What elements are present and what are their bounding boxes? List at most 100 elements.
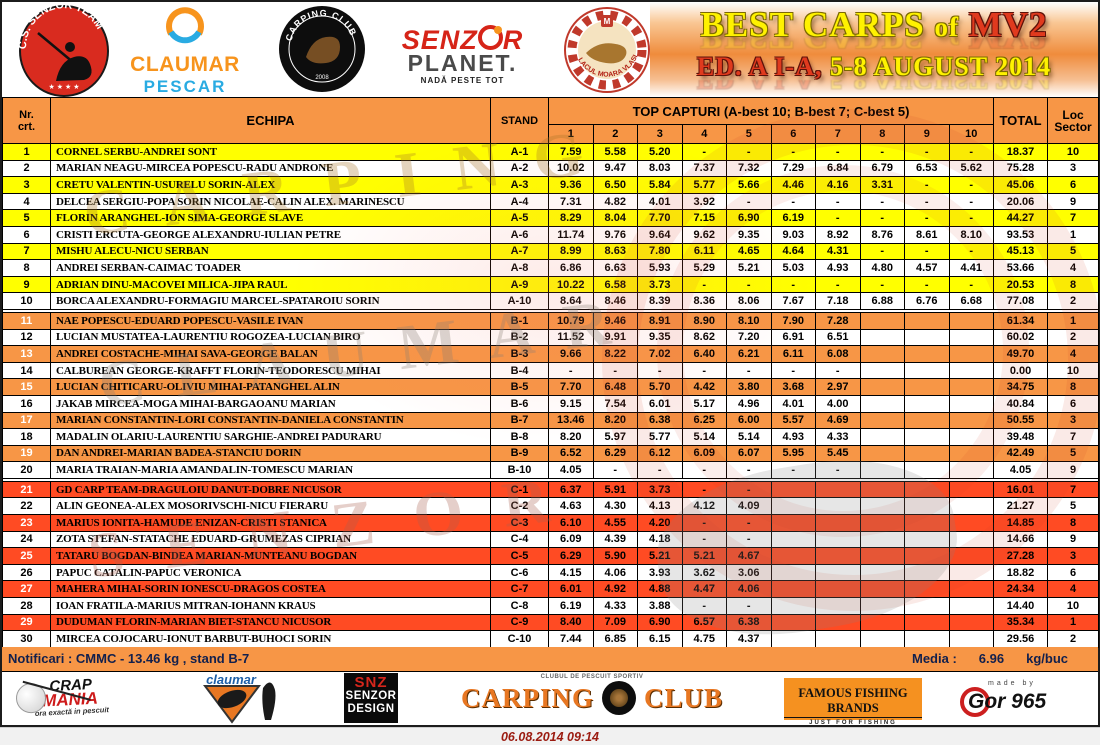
catch-value-cell: 7.31 <box>548 192 594 211</box>
catch-value-cell: - <box>726 143 772 161</box>
catch-value-cell: 2.97 <box>815 378 861 396</box>
total-cell: 61.34 <box>993 311 1049 330</box>
loc-sector-cell: 9 <box>1047 530 1100 549</box>
team-name-cell: MARIUS IONITA-HAMUDE ENIZAN-CRISTI STANI… <box>50 514 491 532</box>
catch-value-cell <box>948 514 995 532</box>
catch-value-cell: 9.35 <box>637 328 683 347</box>
catch-value-cell: 4.64 <box>770 242 816 261</box>
row-number-cell: 20 <box>2 461 51 479</box>
table-row: 29 DUDUMAN FLORIN-MARIAN BIET-STANCU NICU… <box>2 613 1100 632</box>
team-name-cell: ANDREI COSTACHE-MIHAI SAVA-GEORGE BALAN <box>50 345 491 363</box>
catch-value-cell: 8.62 <box>681 328 727 347</box>
catch-value-cell <box>770 580 816 599</box>
row-number-cell: 18 <box>2 428 51 446</box>
total-cell: 60.02 <box>993 328 1049 347</box>
catch-value-cell: 5.66 <box>726 176 772 194</box>
catch-value-cell <box>859 630 905 648</box>
total-cell: 16.01 <box>993 480 1049 499</box>
table-row: 24 ZOTA STEFAN-STATACHE EDUARD-GRUMEZAS C… <box>2 530 1100 549</box>
catch-value-cell <box>948 461 995 479</box>
senzor-team-logo-icon: C.S. SENZOR TEAM ★ ★ ★ ★ <box>18 5 109 97</box>
catch-value-cell: - <box>904 143 950 161</box>
catch-value-cell: - <box>904 192 950 211</box>
table-row: 27 MAHERA MIHAI-SORIN IONESCU-DRAGOS COST… <box>2 580 1100 599</box>
catch-value-cell: - <box>681 480 727 499</box>
catch-value-cell <box>948 480 995 499</box>
total-cell: 4.05 <box>993 461 1049 479</box>
catch-value-cell: - <box>726 361 772 380</box>
catch-value-cell <box>904 514 950 532</box>
stand-cell: C-1 <box>490 480 549 499</box>
catch-value-cell: 8.61 <box>904 225 950 244</box>
stand-cell: B-10 <box>490 461 549 479</box>
loc-sector-cell: 3 <box>1047 159 1100 178</box>
catch-value-cell: 6.12 <box>637 444 683 463</box>
loc-sector-cell: 6 <box>1047 394 1100 413</box>
catch-value-cell <box>904 613 950 632</box>
loc-sector-cell: 4 <box>1047 259 1100 277</box>
catch-value-cell: 11.74 <box>548 225 594 244</box>
table-row: 10 BORCA ALEXANDRU-FORMAGIU MARCEL-SPATAR… <box>2 292 1100 310</box>
catch-value-cell: 10.22 <box>548 275 594 294</box>
catch-value-cell <box>948 411 995 430</box>
catch-value-cell: 7.09 <box>592 613 638 632</box>
col-header-stand: STAND <box>490 97 549 144</box>
catch-value-cell: 4.92 <box>592 580 638 599</box>
sheet-frame: C.S. SENZOR TEAM ★ ★ ★ ★ CLAUMAR PESCAR … <box>0 0 1100 727</box>
catch-value-cell <box>948 580 995 599</box>
catch-value-cell: 6.85 <box>592 630 638 648</box>
loc-sector-cell: 7 <box>1047 209 1100 227</box>
catch-value-cell: 5.93 <box>637 259 683 277</box>
catch-value-cell: 9.36 <box>548 176 594 194</box>
snz-line2: SENZOR <box>345 690 397 702</box>
row-number-cell: 30 <box>2 630 51 648</box>
catch-value-cell <box>815 547 861 565</box>
catch-value-cell <box>904 530 950 549</box>
catch-value-cell: 8.06 <box>726 292 772 310</box>
loc-sector-cell: 6 <box>1047 563 1100 582</box>
catch-value-cell <box>904 345 950 363</box>
team-name-cell: MARIAN CONSTANTIN-LORI CONSTANTIN-DANIEL… <box>50 411 491 430</box>
stand-cell: B-5 <box>490 378 549 396</box>
stand-cell: A-2 <box>490 159 549 178</box>
catch-value-cell <box>948 613 995 632</box>
total-cell: 45.13 <box>993 242 1049 261</box>
catch-value-cell: 5.45 <box>815 444 861 463</box>
claumar-triangle-icon: claumar <box>203 672 276 724</box>
catch-value-cell: 6.01 <box>548 580 594 599</box>
catch-value-cell: - <box>770 143 816 161</box>
catch-value-cell <box>948 630 995 648</box>
catch-value-cell: - <box>904 242 950 261</box>
loc-sector-cell: 8 <box>1047 514 1100 532</box>
catch-value-cell: 6.29 <box>592 444 638 463</box>
col-header-total: TOTAL <box>993 97 1049 144</box>
catch-value-cell <box>904 563 950 582</box>
row-number-cell: 19 <box>2 444 51 463</box>
row-number-cell: 25 <box>2 547 51 565</box>
claumar-ring-icon <box>166 7 204 44</box>
stand-cell: A-5 <box>490 209 549 227</box>
senzor-planet-logo: SENZ R PLANET. NADĂ PESTE TOT <box>395 24 530 85</box>
total-cell: 39.48 <box>993 428 1049 446</box>
catch-value-cell <box>948 597 995 615</box>
catch-value-cell <box>859 563 905 582</box>
loc-sector-cell: 7 <box>1047 428 1100 446</box>
catch-value-cell <box>948 497 995 516</box>
catch-value-cell: - <box>726 514 772 532</box>
event-title-line1: BEST CARPS of MV2 <box>700 5 1048 44</box>
gor965-name: Gor 965 <box>968 690 1047 713</box>
team-name-cell: MAHERA MIHAI-SORIN IONESCU-DRAGOS COSTEA <box>50 580 491 599</box>
catch-value-cell <box>904 394 950 413</box>
catch-value-cell: 4.42 <box>681 378 727 396</box>
stand-cell: A-6 <box>490 225 549 244</box>
catch-value-cell: - <box>904 275 950 294</box>
catch-value-cell: 3.68 <box>770 378 816 396</box>
team-name-cell: DELCEA SERGIU-POPA SORIN NICOLAE-CALIN A… <box>50 192 491 211</box>
table-row: 3 CRETU VALENTIN-USURELU SORIN-ALEX A-3 9.3… <box>2 176 1100 194</box>
stand-cell: C-2 <box>490 497 549 516</box>
row-number-cell: 2 <box>2 159 51 178</box>
team-name-cell: ALIN GEONEA-ALEX MOSORIVSCHI-NICU FIERAR… <box>50 497 491 516</box>
catch-value-cell: - <box>548 361 594 380</box>
row-number-cell: 27 <box>2 580 51 599</box>
catch-value-cell: 6.15 <box>637 630 683 648</box>
